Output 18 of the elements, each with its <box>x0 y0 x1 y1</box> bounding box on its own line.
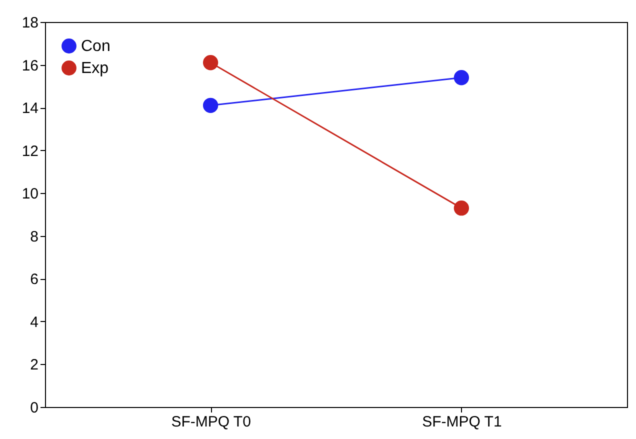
y-tick-label: 12 <box>22 142 38 160</box>
legend-label: Exp <box>81 60 109 77</box>
y-tick-label: 16 <box>22 57 38 74</box>
y-tick-label: 0 <box>30 400 38 416</box>
point <box>202 55 218 70</box>
point <box>202 98 218 113</box>
x-tick-label: SF-MPQ T1 <box>422 414 502 430</box>
y-tick-label: 14 <box>22 100 38 118</box>
point <box>454 200 470 216</box>
x-tick-label: SF-MPQ T0 <box>171 414 251 430</box>
point <box>454 70 470 86</box>
y-tick-label: 8 <box>30 228 38 246</box>
y-tick-label: 4 <box>30 314 38 331</box>
legend-label: Con <box>81 38 110 55</box>
y-tick-label: 2 <box>30 356 38 374</box>
y-tick-label: 18 <box>22 14 38 32</box>
y-tick-label: 10 <box>22 186 38 203</box>
y-tick-label: 6 <box>30 271 38 288</box>
